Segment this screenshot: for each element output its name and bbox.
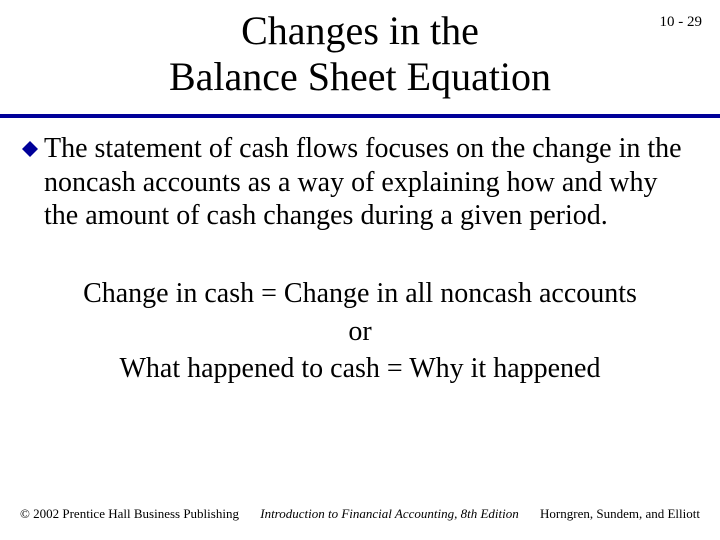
footer: © 2002 Prentice Hall Business Publishing… [0,506,720,522]
slide: 10 - 29 Changes in the Balance Sheet Equ… [0,0,720,540]
title-line-2: Balance Sheet Equation [60,54,660,100]
footer-book-title: Introduction to Financial Accounting, 8t… [239,506,540,522]
equation-line-1: Change in cash = Change in all noncash a… [22,275,698,313]
equation-line-or: or [22,313,698,351]
title-underline [0,114,720,118]
page-number: 10 - 29 [660,14,703,31]
body: The statement of cash flows focuses on t… [22,132,698,388]
bullet-text: The statement of cash flows focuses on t… [44,132,698,233]
diamond-bullet-icon [22,141,38,162]
slide-title: Changes in the Balance Sheet Equation [60,0,660,100]
footer-authors: Horngren, Sundem, and Elliott [540,506,700,522]
equation-block: Change in cash = Change in all noncash a… [22,275,698,388]
title-line-1: Changes in the [60,8,660,54]
bullet-item: The statement of cash flows focuses on t… [22,132,698,233]
footer-copyright: © 2002 Prentice Hall Business Publishing [20,506,239,522]
equation-line-2: What happened to cash = Why it happened [22,350,698,388]
